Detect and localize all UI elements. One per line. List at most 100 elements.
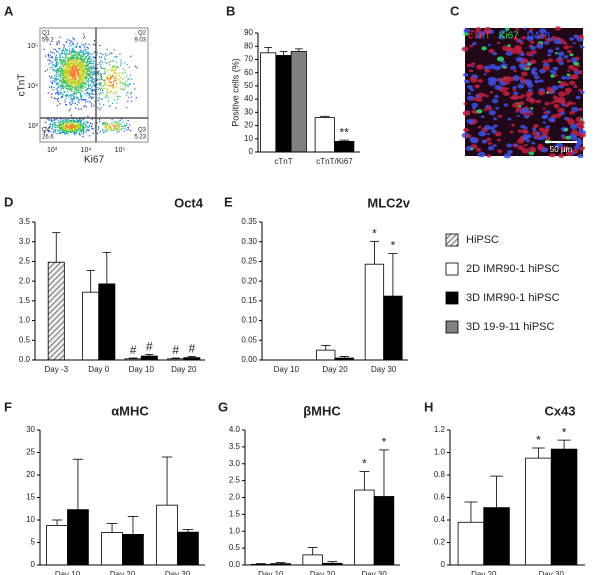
cell xyxy=(569,80,576,86)
event-dot xyxy=(58,124,60,126)
event-dot xyxy=(85,61,87,63)
event-dot xyxy=(104,125,106,127)
cell xyxy=(509,130,514,134)
event-dot xyxy=(85,83,87,85)
event-dot xyxy=(76,66,78,68)
event-dot xyxy=(93,78,96,80)
event-dot xyxy=(66,52,68,54)
event-dot xyxy=(76,57,78,59)
event-dot xyxy=(80,130,82,132)
event-dot xyxy=(114,93,116,95)
event-dot xyxy=(55,66,57,68)
event-dot xyxy=(70,124,72,127)
cell xyxy=(505,51,513,56)
event-dot xyxy=(53,130,55,132)
event-dot xyxy=(85,68,87,70)
event-dot xyxy=(69,79,71,81)
cell xyxy=(553,98,561,104)
event-dot xyxy=(124,126,126,128)
cell xyxy=(566,76,571,80)
event-dot xyxy=(80,63,82,65)
event-dot xyxy=(86,121,88,123)
event-dot xyxy=(57,70,59,72)
event-dot xyxy=(118,121,120,123)
event-dot xyxy=(53,119,55,121)
event-dot xyxy=(64,71,66,73)
event-dot xyxy=(69,42,71,44)
event-dot xyxy=(51,76,53,78)
cell xyxy=(560,127,565,130)
event-dot xyxy=(109,124,111,126)
event-dot xyxy=(72,64,74,66)
event-dot xyxy=(113,127,116,129)
event-dot xyxy=(88,95,90,97)
event-dot xyxy=(76,64,78,66)
event-dot xyxy=(75,130,78,133)
event-dot xyxy=(50,119,53,121)
flow-plot xyxy=(39,27,149,143)
event-dot xyxy=(61,73,63,75)
event-dot xyxy=(71,130,73,132)
y-tick-label: 90 xyxy=(244,28,253,37)
event-dot xyxy=(75,121,77,123)
event-dot xyxy=(87,64,89,66)
event-dot xyxy=(91,88,93,91)
cell xyxy=(561,145,569,152)
event-dot xyxy=(65,86,67,88)
cell xyxy=(515,27,520,31)
event-dot xyxy=(70,51,72,53)
event-dot xyxy=(114,80,116,82)
event-dot xyxy=(82,69,84,71)
cell xyxy=(538,90,546,96)
event-dot xyxy=(71,50,73,52)
cell xyxy=(513,143,518,147)
event-dot xyxy=(60,79,62,81)
event-dot xyxy=(72,43,74,45)
event-dot xyxy=(68,110,70,112)
event-dot xyxy=(87,75,89,77)
event-dot xyxy=(54,59,56,61)
event-dot xyxy=(127,128,129,130)
event-dot xyxy=(68,128,70,130)
cell xyxy=(517,129,523,133)
event-dot xyxy=(117,123,119,126)
event-dot xyxy=(82,82,84,84)
event-dot xyxy=(82,131,84,133)
event-dot xyxy=(54,81,56,83)
event-dot xyxy=(64,75,66,77)
event-dot xyxy=(69,88,71,91)
event-dot xyxy=(103,87,105,89)
event-dot xyxy=(75,131,77,134)
event-dot xyxy=(86,77,88,80)
event-dot xyxy=(108,79,110,81)
event-dot xyxy=(79,82,81,84)
event-dot xyxy=(65,130,67,132)
event-dot xyxy=(69,72,71,74)
event-dot xyxy=(86,129,88,131)
event-dot xyxy=(66,88,69,90)
event-dot xyxy=(93,51,95,53)
event-dot xyxy=(90,122,92,124)
event-dot xyxy=(115,78,118,80)
bar xyxy=(550,448,578,566)
event-dot xyxy=(56,78,58,80)
event-dot xyxy=(128,78,130,80)
event-dot xyxy=(79,55,81,57)
event-dot xyxy=(71,57,73,59)
event-dot xyxy=(78,79,80,82)
event-dot xyxy=(100,107,102,109)
event-dot xyxy=(65,84,68,86)
event-dot xyxy=(71,63,73,65)
event-dot xyxy=(86,72,88,74)
cell xyxy=(470,137,479,144)
cell xyxy=(495,106,500,110)
cell xyxy=(470,147,474,150)
event-dot xyxy=(111,123,113,125)
cell xyxy=(467,92,472,95)
event-dot xyxy=(81,58,83,60)
event-dot xyxy=(67,77,69,79)
event-dot xyxy=(75,68,77,70)
event-dot xyxy=(73,87,75,89)
y-tick-label: 0.5 xyxy=(19,335,31,344)
event-dot xyxy=(94,69,96,71)
